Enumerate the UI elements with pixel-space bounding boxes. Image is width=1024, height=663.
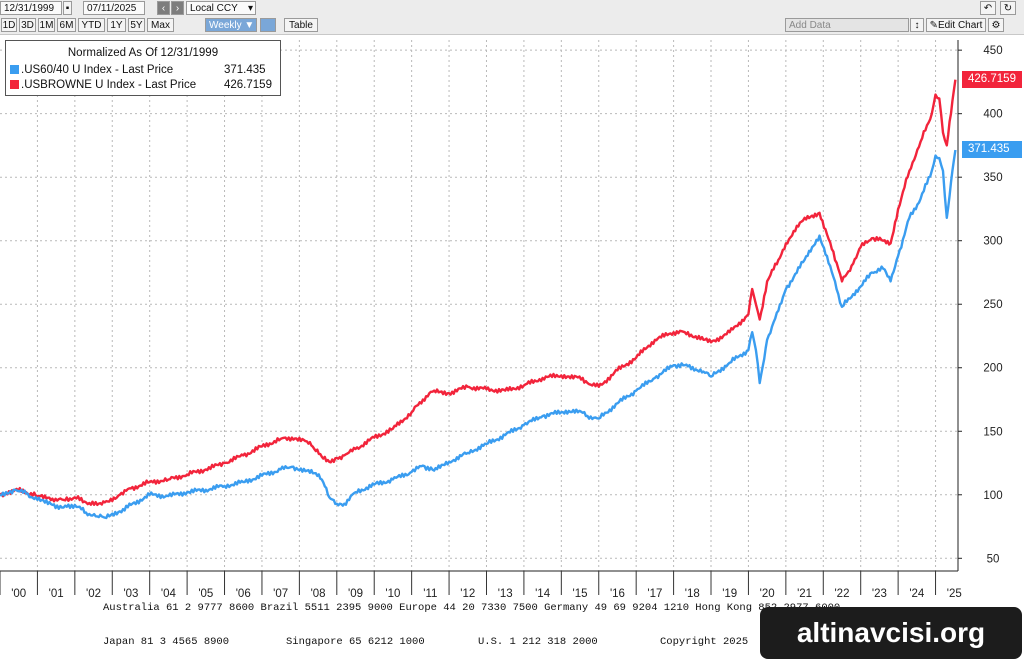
range-button-1y[interactable]: 1Y [107,18,126,32]
frequency-value: Weekly [209,20,242,31]
legend-value: 371.435 [224,64,266,76]
undo-icon[interactable]: ↶ [980,1,996,15]
range-button-max[interactable]: Max [147,18,174,32]
series-lines [0,79,957,520]
x-tick-label: '02 [86,588,101,600]
x-axis-ticks: '00 '01 '02 '03 '04 '05 '06 '07 '08 '09 '10 '11 '12 '… [0,571,962,600]
x-tick-label: '00 [11,588,26,600]
y-tick-label: 300 [983,236,1002,248]
x-tick-label: '23 [872,588,887,600]
legend-item: .USBROWNE U Index - Last Price 426.7159 [10,78,278,92]
next-period-icon[interactable]: › [171,1,184,15]
y-tick-label: 50 [987,553,1000,565]
x-tick-label: '06 [236,588,251,600]
legend-swatch-icon [10,65,19,74]
range-button-1m[interactable]: 1M [38,18,55,32]
y-tick-label: 400 [983,109,1002,121]
x-tick-label: '09 [348,588,363,600]
y-tick-label: 150 [983,426,1002,438]
x-tick-label: '01 [49,588,64,600]
x-tick-label: '12 [460,588,475,600]
footer-copyright: Copyright 2025 [660,636,749,648]
refresh-icon[interactable]: ↻ [1000,1,1016,15]
x-tick-label: '22 [834,588,849,600]
footer-us: U.S. 1 212 318 2000 [478,636,598,648]
x-tick-label: '04 [161,588,177,600]
currency-select[interactable]: Local CCY ▾ [186,1,256,15]
frequency-select[interactable]: Weekly ▼ [205,18,257,32]
range-button-6m[interactable]: 6M [57,18,76,32]
add-data-input[interactable]: Add Data [785,18,909,32]
x-tick-label: '10 [385,588,400,600]
footer-japan: Japan 81 3 4565 8900 [103,636,230,648]
end-date-field[interactable]: 07/11/2025 [83,1,145,15]
x-tick-label: '03 [123,588,138,600]
x-tick-label: '14 [535,588,551,600]
chart-style-button[interactable] [260,18,276,32]
chevron-down-icon: ▾ [247,3,253,14]
series-line-usbrowne [0,79,957,507]
range-button-1d[interactable]: 1D [1,18,17,32]
swap-icon[interactable]: ↕ [910,18,924,32]
x-tick-label: '21 [797,588,812,600]
legend-label: .USBROWNE U Index - Last Price [21,79,197,91]
y-tick-label: 350 [983,172,1002,184]
watermark: altinavcisi.org [760,607,1022,659]
y-tick-label: 250 [983,299,1002,311]
x-tick-label: '07 [273,588,288,600]
range-button-ytd[interactable]: YTD [78,18,105,32]
chart-grid [0,40,958,571]
y-tick-label: 450 [983,45,1002,57]
legend-title: Normalized As Of 12/31/1999 [67,47,219,59]
settings-icon[interactable]: ⚙ [988,18,1004,32]
legend-label: .US60/40 U Index - Last Price [21,64,174,76]
x-tick-label: '20 [760,588,775,600]
edit-chart-button[interactable]: ✎Edit Chart [926,18,986,32]
range-button-5y[interactable]: 5Y [128,18,145,32]
legend-item: .US60/40 U Index - Last Price 371.435 [10,63,278,77]
chevron-down-icon: ▼ [244,20,255,31]
edit-chart-label: Edit Chart [937,20,983,31]
x-tick-label: '25 [947,588,962,600]
x-tick-label: '11 [423,588,437,600]
currency-value: Local CCY [190,3,238,14]
legend-swatch-icon [10,80,19,89]
x-tick-label: '16 [610,588,625,600]
chart-legend: Normalized As Of 12/31/1999 .US60/40 U I… [5,40,281,96]
start-date-field[interactable]: 12/31/1999 [0,1,62,15]
last-price-tag-6040: 371.435 [962,141,1022,159]
y-tick-label: 100 [983,490,1002,502]
footer-line-1: Australia 61 2 9777 8600 Brazil 5511 239… [103,602,841,614]
x-tick-label: '18 [685,588,700,600]
legend-value: 426.7159 [224,79,272,91]
series-line-us6040 [0,149,957,520]
last-price-tag-browne: 426.7159 [962,71,1022,89]
footer-singapore: Singapore 65 6212 1000 [286,636,425,648]
x-tick-label: '05 [198,588,213,600]
x-tick-label: '15 [573,588,588,600]
line-chart: '00 '01 '02 '03 '04 '05 '06 '07 '08 '09 '10 '11 '12 '… [0,40,1003,600]
table-button[interactable]: Table [284,18,318,32]
start-date-calendar-icon[interactable]: ▪ [63,1,72,15]
y-axis-ticks: 50 100 150 200 250 300 350 400 450 [958,45,1003,565]
x-tick-label: '17 [647,588,662,600]
y-tick-label: 200 [983,363,1002,375]
chart-toolbar: 12/31/1999 ▪ 07/11/2025 ‹ › Local CCY ▾ 1… [0,0,1024,35]
range-button-3d[interactable]: 3D [19,18,36,32]
x-tick-label: '19 [722,588,737,600]
x-tick-label: '13 [498,588,513,600]
prev-period-icon[interactable]: ‹ [157,1,170,15]
pencil-icon: ✎ [929,20,938,31]
x-tick-label: '08 [311,588,326,600]
footer-contacts: Australia 61 2 9777 8600 Brazil 5511 239… [0,600,1024,663]
x-tick-label: '24 [909,588,925,600]
